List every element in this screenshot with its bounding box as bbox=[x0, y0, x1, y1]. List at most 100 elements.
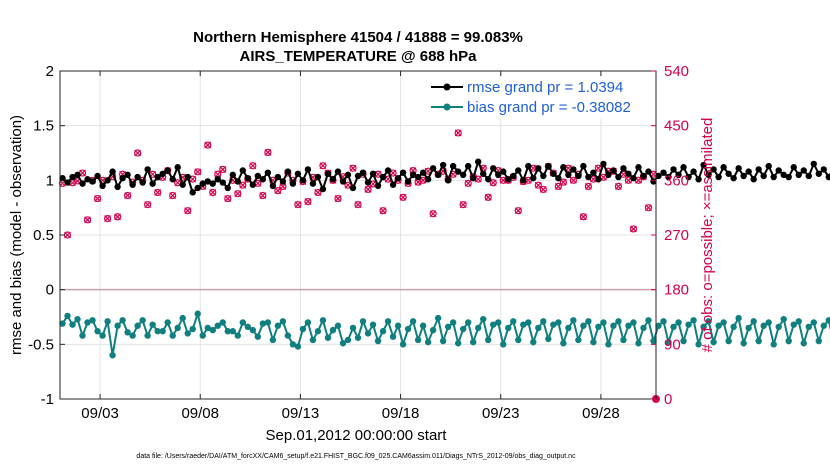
bias-point bbox=[480, 315, 487, 323]
rmse-point bbox=[585, 173, 592, 181]
obs-assimilated-marker-b bbox=[304, 198, 312, 206]
bias-point bbox=[419, 322, 427, 329]
obs-point bbox=[83, 216, 92, 224]
bias-point bbox=[104, 318, 111, 325]
bias-point bbox=[184, 330, 191, 337]
rmse-point bbox=[800, 167, 807, 174]
obs-assimilated-marker-b bbox=[389, 169, 397, 177]
obs-assimilated-marker-b bbox=[594, 164, 602, 172]
obs-point bbox=[294, 201, 302, 209]
obs-possible-marker bbox=[429, 210, 437, 218]
y-right-tick-label: 540 bbox=[664, 63, 689, 80]
obs-assimilated-marker-b bbox=[454, 129, 462, 137]
obs-point bbox=[489, 179, 497, 187]
rmse-point bbox=[575, 172, 582, 180]
rmse-point bbox=[464, 162, 472, 170]
rmse-point bbox=[810, 160, 817, 168]
rmse-point bbox=[765, 162, 772, 170]
y-right-tick-label: 270 bbox=[664, 227, 689, 244]
rmse-point bbox=[675, 171, 682, 179]
obs-assimilated-marker-b bbox=[369, 180, 377, 188]
rmse-point bbox=[274, 173, 282, 181]
bias-point bbox=[725, 337, 732, 345]
rmse-point bbox=[364, 179, 372, 186]
bias-point bbox=[660, 318, 667, 325]
obs-possible-marker bbox=[614, 182, 623, 191]
y-right-tick-label: 360 bbox=[664, 172, 689, 189]
bias-point bbox=[294, 343, 302, 350]
bias-point bbox=[64, 312, 71, 320]
rmse-point bbox=[640, 172, 647, 180]
bias-series-markers bbox=[59, 310, 830, 359]
obs-point bbox=[274, 187, 282, 195]
obs-assimilated-marker-b bbox=[615, 182, 622, 190]
obs-point bbox=[334, 194, 342, 203]
bias-point bbox=[159, 328, 166, 335]
obs-possible-marker bbox=[264, 148, 272, 156]
rmse-point bbox=[304, 166, 312, 173]
legend-bias-label: bias grand pr = -0.38082 bbox=[467, 99, 631, 116]
obs-possible-marker bbox=[93, 194, 102, 203]
rmse-point bbox=[715, 173, 722, 181]
obs-point bbox=[103, 215, 112, 223]
obs-point bbox=[144, 201, 152, 209]
obs-assimilated-marker-b bbox=[534, 181, 542, 189]
bias-point bbox=[585, 318, 592, 325]
obs-assimilated-marker-b bbox=[64, 231, 71, 239]
bias-point bbox=[620, 336, 627, 344]
bias-point bbox=[625, 322, 632, 329]
bias-point bbox=[404, 325, 412, 333]
rmse-point bbox=[825, 173, 830, 181]
rmse-point bbox=[399, 169, 407, 176]
rmse-point bbox=[264, 169, 272, 176]
obs-possible-marker bbox=[274, 187, 282, 195]
obs-assimilated-marker-b bbox=[489, 179, 497, 187]
rmse-point bbox=[605, 171, 612, 179]
bias-point bbox=[454, 340, 462, 347]
obs-possible-marker bbox=[489, 179, 497, 187]
obs-point bbox=[364, 185, 372, 194]
rmse-point bbox=[189, 189, 196, 196]
bias-point bbox=[179, 314, 186, 322]
rmse-point bbox=[720, 164, 727, 171]
obs-possible-marker bbox=[354, 201, 362, 209]
bias-point bbox=[414, 336, 422, 344]
rmse-point bbox=[560, 164, 567, 171]
rmse-point bbox=[740, 172, 747, 180]
bias-point bbox=[259, 320, 267, 327]
obs-assimilated-marker-b bbox=[234, 190, 242, 198]
y-right-tick-label: 0 bbox=[664, 391, 672, 408]
obs-possible-marker bbox=[484, 193, 492, 201]
rmse-point bbox=[444, 177, 452, 184]
obs-assimilated-marker-b bbox=[584, 182, 592, 190]
bias-point bbox=[755, 337, 762, 345]
bias-point bbox=[59, 320, 66, 327]
bias-point bbox=[645, 317, 652, 324]
bias-point bbox=[800, 340, 807, 347]
obs-possible-marker bbox=[144, 201, 152, 209]
bias-point bbox=[475, 324, 482, 332]
obs-possible-marker bbox=[113, 213, 122, 221]
bias-point bbox=[540, 318, 547, 325]
obs-assimilated-marker-b bbox=[514, 207, 522, 215]
bias-point bbox=[790, 321, 797, 328]
bias-point bbox=[795, 318, 802, 325]
obs-assimilated-marker-b bbox=[219, 165, 227, 173]
obs-assimilated-marker-b bbox=[239, 181, 247, 189]
rmse-point bbox=[490, 165, 497, 172]
obs-point bbox=[304, 197, 312, 206]
bias-point bbox=[424, 338, 432, 346]
rmse-point bbox=[510, 172, 517, 180]
bias-point bbox=[740, 340, 747, 347]
rmse-point bbox=[434, 171, 442, 179]
rmse-point bbox=[374, 182, 382, 189]
bias-point bbox=[490, 321, 497, 328]
obs-possible-marker bbox=[569, 176, 577, 184]
right-axis-tick-labels: 0 90 180 270 360 450 540 bbox=[664, 63, 689, 408]
bias-point bbox=[665, 338, 672, 346]
bias-point bbox=[535, 324, 542, 332]
obs-assimilated-marker-b bbox=[364, 186, 372, 193]
obs-possible-marker bbox=[399, 193, 407, 201]
bias-point bbox=[780, 315, 787, 323]
obs-point bbox=[319, 162, 327, 170]
